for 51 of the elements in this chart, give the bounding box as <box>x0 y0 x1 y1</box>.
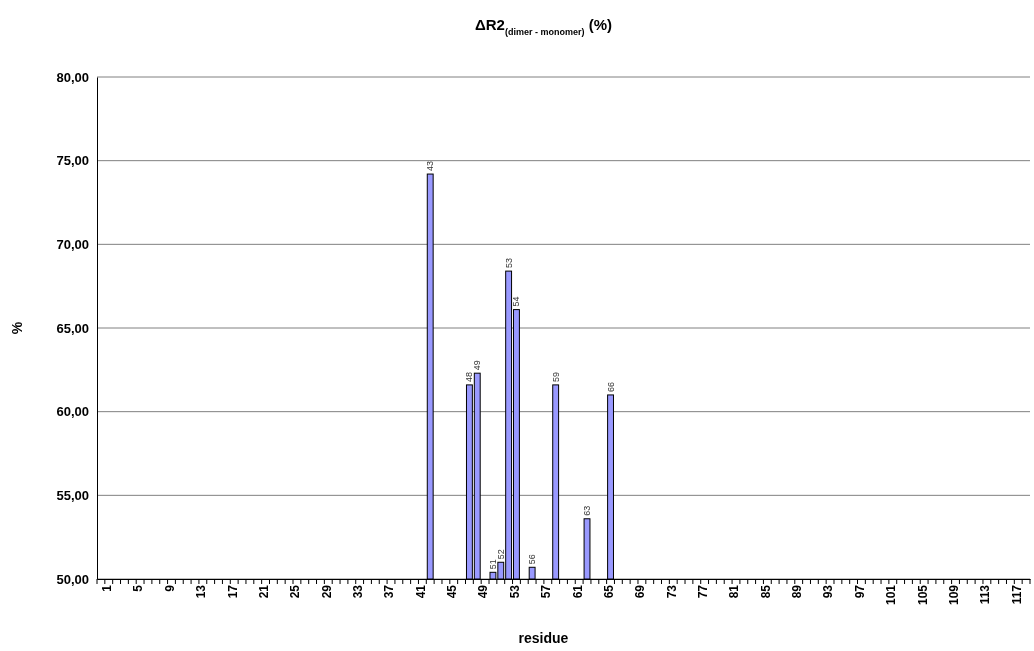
x-tick-label: 57 <box>539 584 554 599</box>
annotation: 49 <box>472 360 483 371</box>
x-tick-label: 49 <box>476 584 491 599</box>
annotation: 56 <box>527 554 538 565</box>
y-tick-label: 50,00 <box>56 571 89 587</box>
x-tick-label: 97 <box>852 584 867 599</box>
annotation: 59 <box>550 372 561 383</box>
annotation: 66 <box>605 381 616 392</box>
x-tick-label: 9 <box>162 584 177 592</box>
y-tick-label: 75,00 <box>56 153 89 169</box>
x-tick-label: 1 <box>100 584 115 592</box>
x-tick-label: 109 <box>946 584 961 606</box>
x-tick-label: 37 <box>382 584 397 599</box>
y-tick-label: 65,00 <box>56 320 89 336</box>
x-tick-label: 29 <box>319 584 334 599</box>
annotation: 53 <box>503 258 514 269</box>
x-tick-label: 73 <box>664 584 679 599</box>
x-axis-title: residue <box>518 630 569 646</box>
annotation: 48 <box>464 371 475 382</box>
x-tick-label: 77 <box>695 584 710 599</box>
x-tick-label: 5 <box>131 584 146 592</box>
annotation: 51 <box>487 559 498 570</box>
x-tick-label: 113 <box>978 584 993 605</box>
annotation: 52 <box>495 549 506 560</box>
x-tick-label: 13 <box>194 584 209 599</box>
x-tick-label: 93 <box>821 584 836 599</box>
x-tick-label: 117 <box>1009 584 1024 605</box>
x-tick-label: 53 <box>507 584 522 599</box>
x-tick-label: 65 <box>601 584 616 599</box>
annotation: 43 <box>425 161 436 172</box>
x-tick-label: 85 <box>758 584 773 599</box>
y-tick-label: 60,00 <box>56 404 89 420</box>
x-tick-label: 25 <box>288 584 303 599</box>
x-tick-label: 101 <box>884 584 899 606</box>
x-tick-label: 33 <box>351 584 366 599</box>
annotation: 63 <box>582 505 593 516</box>
y-tick-label: 80,00 <box>56 69 89 85</box>
x-tick-label: 41 <box>413 584 428 599</box>
x-tick-label: 45 <box>445 584 460 599</box>
x-tick-label: 105 <box>915 584 930 606</box>
y-tick-label: 70,00 <box>56 236 89 252</box>
annotation: 54 <box>511 296 522 307</box>
x-tick-label: 89 <box>790 584 805 599</box>
x-tick-label: 17 <box>225 584 240 599</box>
x-tick-label: 81 <box>727 584 742 599</box>
x-tick-label: 69 <box>633 584 648 599</box>
y-axis-title: % <box>9 321 25 335</box>
y-tick-label: 55,00 <box>56 487 89 503</box>
x-tick-label: 21 <box>256 584 271 599</box>
x-tick-label: 61 <box>570 584 585 599</box>
chart-title: ΔR2$_{(dimer - monomer)}$ (%) <box>475 16 612 37</box>
